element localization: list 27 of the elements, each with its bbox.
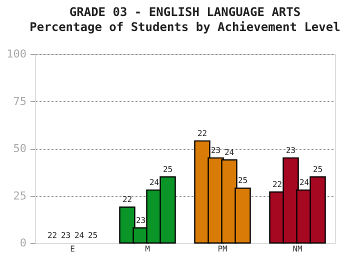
y-tick-label: 75: [13, 94, 26, 108]
text: 25: [238, 176, 248, 186]
series-label: 22: [122, 195, 132, 204]
text: 25: [312, 164, 323, 174]
chart-title: GRADE 03 - ENGLISH LANGUAGE ARTS: [69, 5, 301, 19]
y-tick-label: 100: [6, 48, 26, 60]
y-tick-label: 50: [13, 142, 26, 155]
y-tick-label: 25: [13, 189, 26, 202]
text: 24: [74, 231, 84, 240]
x-tick-label: E: [70, 244, 76, 254]
x-tick-label: NM: [292, 244, 302, 254]
series-label: 24: [149, 178, 160, 188]
text: 23: [60, 231, 71, 240]
series-label: 25: [162, 164, 173, 174]
x-tick-label: PM: [218, 244, 228, 254]
y-tick-label: 0: [20, 236, 26, 250]
text: 23: [286, 146, 296, 155]
text: 24: [299, 178, 310, 188]
text: 24: [224, 148, 234, 157]
text: 22: [197, 128, 208, 138]
text: 23: [210, 146, 221, 155]
text: 22: [47, 231, 58, 240]
x-tick-label: M: [145, 244, 150, 254]
series-label: 23: [136, 216, 146, 225]
chart-subtitle: Percentage of Students by Achievement Level: [30, 20, 340, 34]
text: 22: [272, 180, 282, 189]
text: 25: [88, 231, 98, 240]
